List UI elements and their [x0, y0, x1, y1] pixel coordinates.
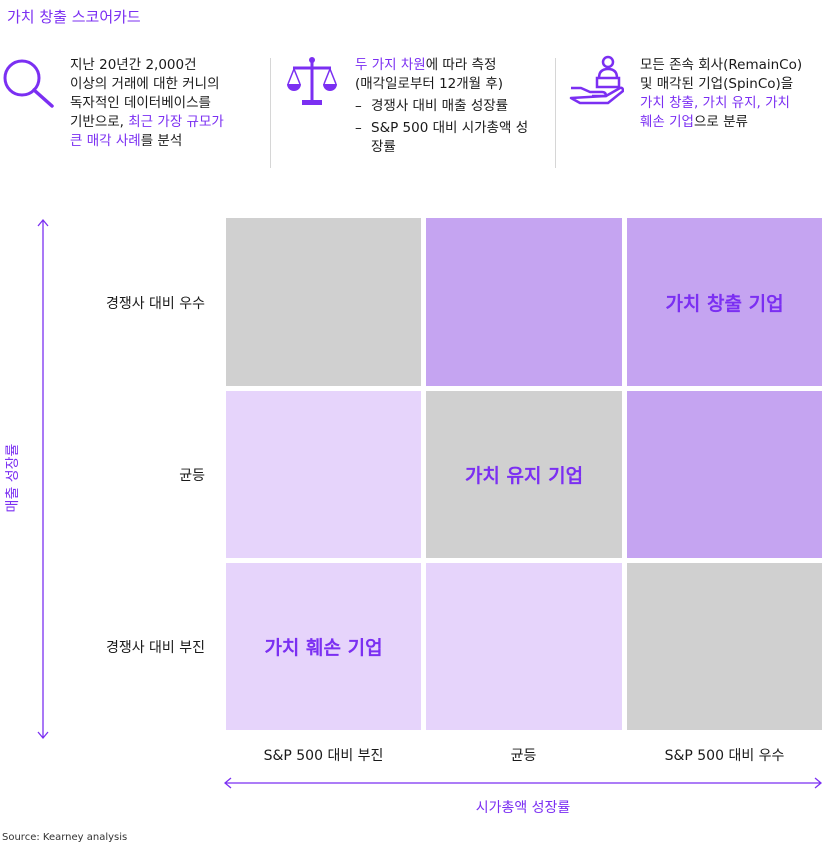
matrix-cell-middle-right [627, 391, 822, 558]
x-axis-arrow [223, 777, 823, 789]
row-label-below: 경쟁사 대비 부진 [105, 640, 205, 656]
measurement-item: S&P 500 대비 시가총액 성장률 [355, 119, 536, 157]
matrix-cell-value-maintenance: 가치 유지 기업 [426, 391, 622, 558]
column-divider [270, 58, 271, 168]
source-note: Source: Kearney analysis [2, 832, 128, 843]
matrix-cell-value-creation: 가치 창출 기업 [627, 218, 822, 386]
scale-icon [287, 57, 337, 105]
row-label-above: 경쟁사 대비 우수 [105, 296, 205, 312]
hand-person-icon [569, 55, 624, 105]
matrix-cell-middle-left [226, 391, 421, 558]
row-label-parity: 균등 [179, 468, 205, 484]
col-label-below: S&P 500 대비 부진 [263, 748, 384, 764]
matrix-cell-bottom-middle [426, 563, 622, 730]
classification-line-2: 및 매각된 기업(SpinCo)을 [640, 76, 794, 92]
column-divider [555, 58, 556, 168]
analysis-line-1: 지난 20년간 2,000건 [70, 57, 197, 73]
measurement-line-2: (매각일로부터 12개월 후) [355, 76, 504, 92]
analysis-line-3: 독자적인 데이터베이스를 [70, 95, 211, 111]
analysis-line-2: 이상의 거래에 대한 커니의 [70, 76, 220, 92]
col-label-parity: 균등 [510, 748, 537, 764]
y-axis-label: 매출 성장률 [5, 443, 21, 513]
col-label-above: S&P 500 대비 우수 [664, 748, 785, 764]
classification-line-3: 가치 창출, 가치 유지, 가치 [640, 95, 790, 111]
magnifier-icon [3, 59, 54, 108]
matrix-cell-top-left [226, 218, 421, 386]
page-title: 가치 창출 스코어카드 [7, 8, 141, 26]
analysis-line-4: 기반으로, 최근 가장 규모가 [70, 114, 224, 130]
measurement-item: 경쟁사 대비 매출 성장률 [355, 97, 550, 116]
y-axis-arrow [37, 218, 49, 740]
x-axis-label: 시가총액 성장률 [475, 800, 571, 816]
matrix-cell-top-middle [426, 218, 622, 386]
classification-line-1: 모든 존속 회사(RemainCo) [640, 57, 803, 73]
analysis-line-5: 큰 매각 사례를 분석 [70, 133, 183, 149]
measurement-list: 경쟁사 대비 매출 성장률 S&P 500 대비 시가총액 성장률 [355, 97, 550, 157]
classification-line-4: 훼손 기업으로 분류 [640, 114, 748, 130]
matrix-cell-bottom-right [627, 563, 822, 730]
measurement-line-1: 두 가지 차원에 따라 측정 [355, 57, 497, 73]
matrix-cell-value-destruction: 가치 훼손 기업 [226, 563, 421, 730]
